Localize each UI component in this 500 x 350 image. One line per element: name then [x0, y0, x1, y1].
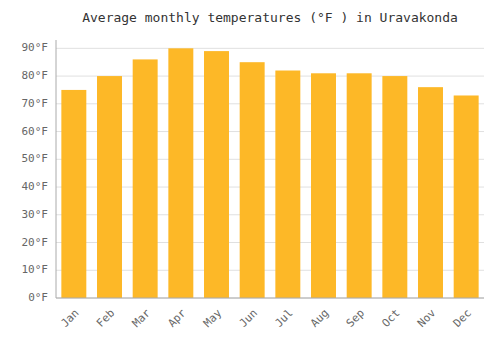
- y-tick-label: 70°F: [22, 97, 49, 110]
- x-tick-label: May: [201, 306, 225, 330]
- x-tick-label: Oct: [379, 307, 402, 330]
- y-tick-label: 0°F: [28, 291, 48, 304]
- bar: Mar: 86: [133, 59, 158, 298]
- chart-container: Average monthly temperatures (°F ) in Ur…: [0, 0, 500, 350]
- bar: Feb: 80: [97, 76, 122, 298]
- bar: Oct: 80: [382, 76, 407, 298]
- bar: Jun: 85: [240, 62, 265, 298]
- y-tick-label: 80°F: [22, 69, 49, 82]
- x-tick-label: Feb: [94, 307, 117, 330]
- x-tick-label: Aug: [308, 307, 331, 330]
- bars: Jan: 75 Feb: 80 Mar: 86 Apr: 90 May: 89 Jun: …: [61, 48, 478, 298]
- y-tick-label: 50°F: [22, 152, 49, 165]
- x-tick-label: Mar: [130, 306, 154, 330]
- x-tick-label: Nov: [415, 306, 439, 330]
- page: {"chart_data": {"type": "bar", "title": …: [0, 0, 500, 350]
- x-tick-label: Apr: [165, 306, 189, 330]
- title: Average monthly temperatures (°F ) in Ur…: [82, 10, 458, 25]
- bar: Jul: 82: [275, 71, 300, 298]
- x-tick-label: Jun: [237, 307, 260, 330]
- bar: Jan: 75: [61, 90, 86, 298]
- y-tick-label: 40°F: [22, 180, 49, 193]
- y-tick-label: 20°F: [22, 236, 49, 249]
- bar: Aug: 81: [311, 73, 336, 298]
- x-axis: Jan Feb Mar Apr May Jun Jul Aug Sep Oct Nov Dec: [56, 298, 484, 330]
- grid-line: [56, 298, 484, 299]
- y-tick-label: 60°F: [22, 125, 49, 138]
- y-tick-label: 10°F: [22, 263, 49, 276]
- x-tick-label: Jan: [58, 307, 81, 330]
- x-tick-label: Jul: [272, 307, 295, 330]
- bar: Sep: 81: [347, 73, 372, 298]
- bar: Dec: 73: [454, 95, 479, 298]
- bar: Apr: 90: [168, 48, 193, 298]
- y-axis-line: [56, 40, 57, 298]
- y-axis: 0°F 10°F 20°F 30°F 40°F 50°F 60°F 70°F 80°F 90°F: [22, 40, 57, 304]
- grid-line: [56, 48, 484, 49]
- x-tick-label: Dec: [451, 307, 474, 330]
- chart-svg: Average monthly temperatures (°F ) in Ur…: [0, 0, 500, 350]
- y-tick-label: 90°F: [22, 41, 49, 54]
- bar: Nov: 76: [418, 87, 443, 298]
- bar: May: 89: [204, 51, 229, 298]
- y-tick-label: 30°F: [22, 208, 49, 221]
- x-axis-line: [56, 298, 484, 299]
- grid: [56, 48, 484, 298]
- x-tick-label: Sep: [344, 307, 367, 330]
